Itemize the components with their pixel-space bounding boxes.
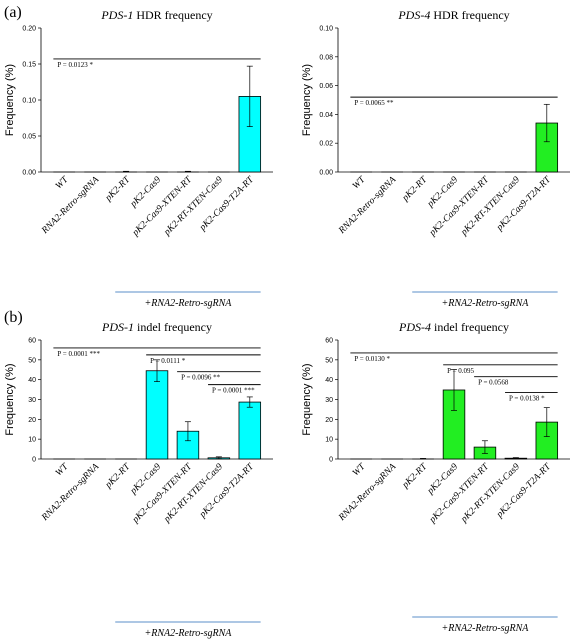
category-label: RNA2-Retro-sgRNA [337, 462, 399, 524]
category-label: pK2-RT [400, 462, 430, 492]
y-tick-label: 0.08 [319, 54, 333, 61]
category-label: RNA2-Retro-sgRNA [337, 175, 399, 237]
category-label: pK2-RT-XTEN-Cas9 [459, 462, 522, 525]
y-axis-label: Frequency (%) [4, 64, 16, 136]
p-value-label: P = 0.0138 * [509, 395, 545, 403]
p-value-label: P = 0.0568 [478, 379, 509, 387]
category-label: pK2-RT [103, 175, 133, 205]
panel-label-b: (b) [4, 309, 23, 326]
chart-title: PDS-1 indel frequency [101, 320, 212, 334]
panel-label-a: (a) [4, 4, 22, 21]
y-tick-label: 0.10 [319, 26, 333, 33]
p-value-label: P = 0.0123 * [57, 61, 93, 69]
category-label: RNA2-Retro-sgRNA [40, 462, 102, 524]
chart-pds4-indel: PDS-4 indel frequency 0 10 20 30 40 50 60 Freque… [301, 320, 570, 634]
y-tick-label: 0 [32, 457, 36, 464]
y-tick-label: 60 [28, 338, 36, 345]
category-label: pK2-Cas9-T2A-RT [197, 175, 256, 234]
p-value-label: P = 0.0096 ** [181, 374, 221, 382]
category-label: WT [54, 175, 71, 192]
y-tick-label: 50 [28, 357, 36, 364]
chart-pds4-hdr: PDS-4 HDR frequency 0.00 0.02 0.04 0.06 0.08 0… [301, 8, 570, 309]
y-axis-label: Frequency (%) [4, 363, 16, 435]
y-tick-label: 10 [325, 437, 333, 444]
y-tick-label: 20 [325, 417, 333, 424]
chart-title: PDS-4 indel frequency [398, 320, 509, 334]
group-label: +RNA2-Retro-sgRNA [441, 623, 529, 634]
category-label: WT [351, 462, 368, 479]
y-tick-label: 10 [28, 437, 36, 444]
chart-pds1-hdr: PDS-1 HDR frequency 0.00 0.05 0.10 0.15 0.20 F… [4, 8, 273, 309]
y-tick-label: 30 [28, 397, 36, 404]
group-label: +RNA2-Retro-sgRNA [144, 298, 232, 309]
chart-title: PDS-1 HDR frequency [100, 8, 212, 22]
y-tick-label: 60 [325, 338, 333, 345]
y-axis-label: Frequency (%) [301, 64, 313, 136]
y-tick-label: 0.15 [22, 62, 36, 69]
bar [145, 370, 169, 460]
chart-title: PDS-4 HDR frequency [397, 8, 509, 22]
y-tick-label: 40 [28, 377, 36, 384]
y-tick-label: 50 [325, 357, 333, 364]
y-tick-label: 0.02 [319, 141, 333, 148]
p-value-label: P = 0.0065 ** [354, 99, 394, 107]
p-value-label: P = 0.095 [447, 367, 474, 375]
y-tick-label: 0.05 [22, 134, 36, 141]
y-tick-label: 0.00 [319, 170, 333, 177]
group-label: +RNA2-Retro-sgRNA [144, 628, 232, 639]
category-label: pK2-Cas9-T2A-RT [494, 462, 553, 521]
category-label: pK2-RT [103, 462, 133, 492]
y-tick-label: 0.00 [22, 170, 36, 177]
category-label: RNA2-Retro-sgRNA [40, 175, 102, 237]
category-label: pK2-RT [400, 175, 430, 205]
category-label: pK2-Cas9-T2A-RT [197, 462, 256, 521]
y-tick-label: 40 [325, 377, 333, 384]
p-value-label: P = 0.0001 *** [57, 350, 100, 358]
y-tick-label: 0.04 [319, 112, 333, 119]
category-label: WT [351, 175, 368, 192]
y-tick-label: 30 [325, 397, 333, 404]
group-label: +RNA2-Retro-sgRNA [441, 298, 529, 309]
category-label: pK2-RT-XTEN-Cas9 [162, 175, 225, 238]
y-tick-label: 20 [28, 417, 36, 424]
p-value-label: P = 0.0001 *** [212, 387, 255, 395]
category-label: WT [54, 462, 71, 479]
bar [238, 401, 262, 460]
category-label: pK2-RT-XTEN-Cas9 [162, 462, 225, 525]
chart-pds1-indel: PDS-1 indel frequency 0 10 20 30 40 50 60 Freque… [4, 320, 273, 639]
category-label: pK2-Cas9-T2A-RT [494, 175, 553, 234]
y-tick-label: 0.20 [22, 26, 36, 33]
y-tick-label: 0 [329, 457, 333, 464]
y-tick-label: 0.10 [22, 98, 36, 105]
p-value-label: P = 0.0130 * [354, 355, 390, 363]
category-label: pK2-RT-XTEN-Cas9 [459, 175, 522, 238]
y-axis-label: Frequency (%) [301, 363, 313, 435]
p-value-label: P = 0.0111 * [150, 357, 186, 365]
y-tick-label: 0.06 [319, 83, 333, 90]
